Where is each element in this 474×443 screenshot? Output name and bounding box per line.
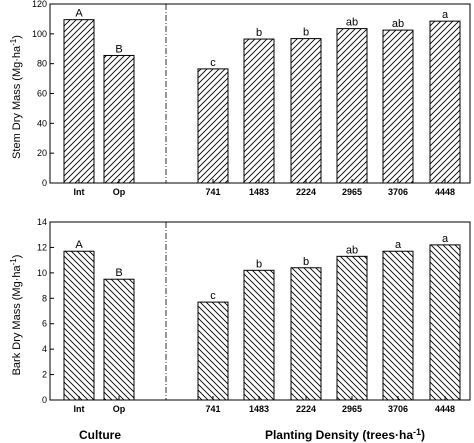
bar	[63, 250, 95, 401]
x-tick-label: 1483	[249, 404, 269, 414]
bark-dry-mass-panel: 0 2 4 6 8 10 12 14 Int A Op B 741 c 1483 b 2224 b 2965 ab 37…	[37, 217, 471, 414]
x-tick-label: 2965	[342, 187, 362, 197]
bar	[336, 28, 368, 184]
significance-letter: b	[256, 27, 262, 39]
bar	[429, 244, 461, 401]
y-tick-label: 0	[42, 178, 47, 188]
significance-letter: a	[442, 9, 449, 21]
significance-letter: B	[115, 267, 122, 279]
bar	[290, 267, 322, 401]
significance-letter: A	[75, 8, 83, 20]
x-tick-label: 4448	[435, 404, 455, 414]
x-tick-label: 3706	[388, 404, 408, 414]
y-tick-label: 80	[37, 59, 47, 69]
y-tick-label: 40	[37, 118, 47, 128]
y-tick-label: 10	[37, 268, 47, 278]
bar	[197, 301, 229, 401]
bar	[243, 38, 275, 184]
x-tick-label: 4448	[435, 187, 455, 197]
bar	[382, 29, 414, 184]
stem-dry-mass-panel: 0 20 40 60 80 100 120 Int A Op B 741 c 1483 b 2224 b 2965…	[32, 0, 471, 197]
significance-letter: b	[256, 258, 262, 270]
stem-y-axis-label: Stem Dry Mass (Mg·ha-1)	[9, 35, 23, 159]
bar	[336, 255, 368, 401]
y-tick-label: 0	[42, 395, 47, 405]
y-tick-label: 4	[42, 344, 47, 354]
x-tick-label: Op	[113, 187, 126, 197]
bar	[243, 269, 275, 401]
bar	[382, 250, 414, 401]
x-tick-label: 2965	[342, 404, 362, 414]
bar	[429, 20, 461, 184]
x-tick-label: 3706	[388, 187, 408, 197]
significance-letter: ab	[346, 244, 358, 256]
culture-group-label: Culture	[79, 428, 121, 442]
significance-letter: c	[210, 57, 216, 69]
significance-letter: A	[75, 239, 83, 251]
bark-y-axis-label: Bark Dry Mass (Mg·ha-1)	[9, 255, 23, 376]
significance-letter: b	[303, 27, 309, 39]
y-tick-label: 12	[37, 242, 47, 252]
x-tick-label: Int	[74, 187, 85, 197]
y-tick-label: 6	[42, 319, 47, 329]
bar	[290, 38, 322, 184]
bar	[103, 54, 135, 184]
y-tick-label: 120	[32, 0, 47, 9]
y-tick-label: 14	[37, 217, 47, 227]
bar	[103, 278, 135, 401]
x-tick-label: Op	[113, 404, 126, 414]
significance-letter: a	[442, 233, 449, 245]
significance-letter: a	[395, 239, 402, 251]
y-tick-label: 8	[42, 293, 47, 303]
y-tick-label: 100	[32, 29, 47, 39]
significance-letter: c	[210, 290, 216, 302]
significance-letter: B	[115, 43, 122, 55]
planting-density-group-label: Planting Density (trees·ha-1)	[265, 427, 425, 442]
significance-letter: b	[303, 256, 309, 268]
x-tick-label: 741	[205, 404, 220, 414]
x-tick-label: Int	[74, 404, 85, 414]
bar	[63, 19, 95, 184]
y-tick-label: 20	[37, 148, 47, 158]
x-tick-label: 2224	[296, 187, 316, 197]
significance-letter: ab	[346, 17, 358, 29]
significance-letter: ab	[392, 18, 404, 30]
bar	[197, 68, 229, 184]
y-tick-label: 60	[37, 89, 47, 99]
y-tick-label: 2	[42, 370, 47, 380]
x-tick-label: 741	[205, 187, 220, 197]
x-tick-label: 2224	[296, 404, 316, 414]
x-tick-label: 1483	[249, 187, 269, 197]
